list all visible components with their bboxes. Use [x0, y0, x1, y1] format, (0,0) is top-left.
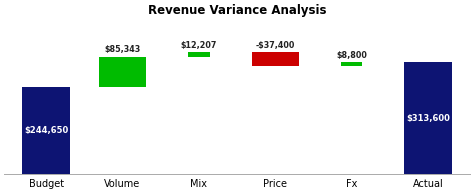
Title: Revenue Variance Analysis: Revenue Variance Analysis — [148, 4, 326, 17]
Bar — [252, 52, 299, 66]
Text: $12,207: $12,207 — [181, 41, 217, 50]
Text: $244,650: $244,650 — [24, 126, 68, 135]
Text: $313,600: $313,600 — [406, 114, 450, 123]
Bar — [22, 87, 70, 174]
Bar — [341, 63, 362, 66]
Bar — [99, 57, 146, 87]
Text: -$37,400: -$37,400 — [255, 41, 295, 50]
Text: $8,800: $8,800 — [336, 51, 367, 60]
Bar — [404, 63, 452, 174]
Bar — [188, 52, 210, 57]
Text: $85,343: $85,343 — [104, 45, 141, 54]
